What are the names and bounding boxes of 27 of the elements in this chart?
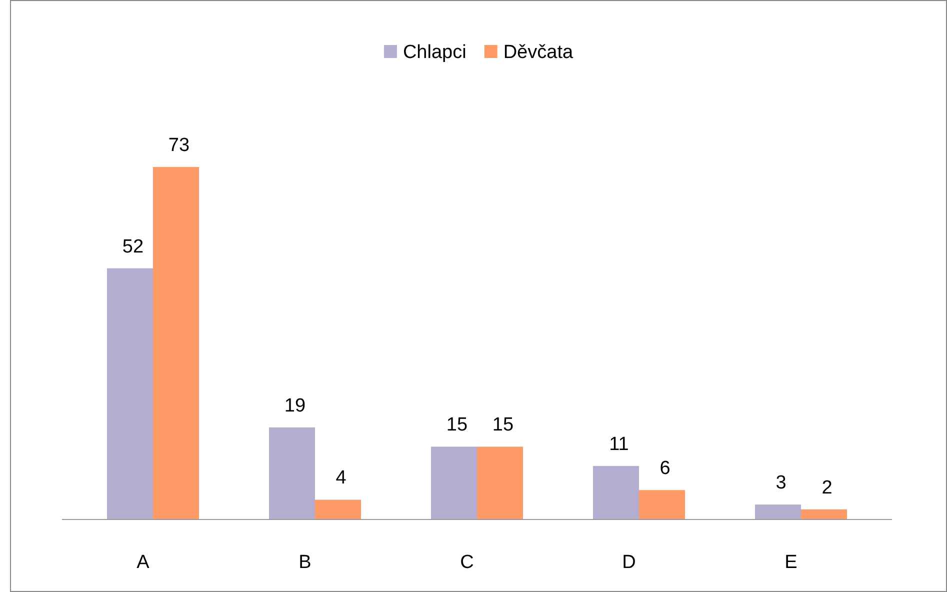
x-tick-label: C xyxy=(460,552,474,573)
bar xyxy=(269,427,315,519)
data-label: 3 xyxy=(776,472,786,494)
bar xyxy=(801,509,847,519)
data-label: 15 xyxy=(446,414,468,436)
data-label: 73 xyxy=(168,135,190,156)
bar xyxy=(315,500,361,519)
data-label: 6 xyxy=(660,458,670,480)
data-label: 52 xyxy=(122,236,144,258)
x-tick-label: D xyxy=(622,552,636,573)
bar xyxy=(755,504,801,519)
bar xyxy=(107,268,153,519)
data-label: 4 xyxy=(336,468,347,489)
bar xyxy=(431,446,477,519)
bar xyxy=(153,167,199,519)
data-label: 2 xyxy=(822,477,832,498)
bar xyxy=(477,446,523,519)
data-label: 19 xyxy=(284,395,306,416)
data-label: 15 xyxy=(492,414,514,436)
bar xyxy=(639,490,685,519)
x-tick-label: E xyxy=(784,552,798,573)
x-tick-label: B xyxy=(298,552,312,573)
bar xyxy=(593,466,639,519)
x-tick-label: A xyxy=(136,552,150,573)
data-label: 11 xyxy=(609,434,629,455)
legend-label: Chlapci xyxy=(402,42,466,63)
legend-label: Děvčata xyxy=(503,42,574,63)
